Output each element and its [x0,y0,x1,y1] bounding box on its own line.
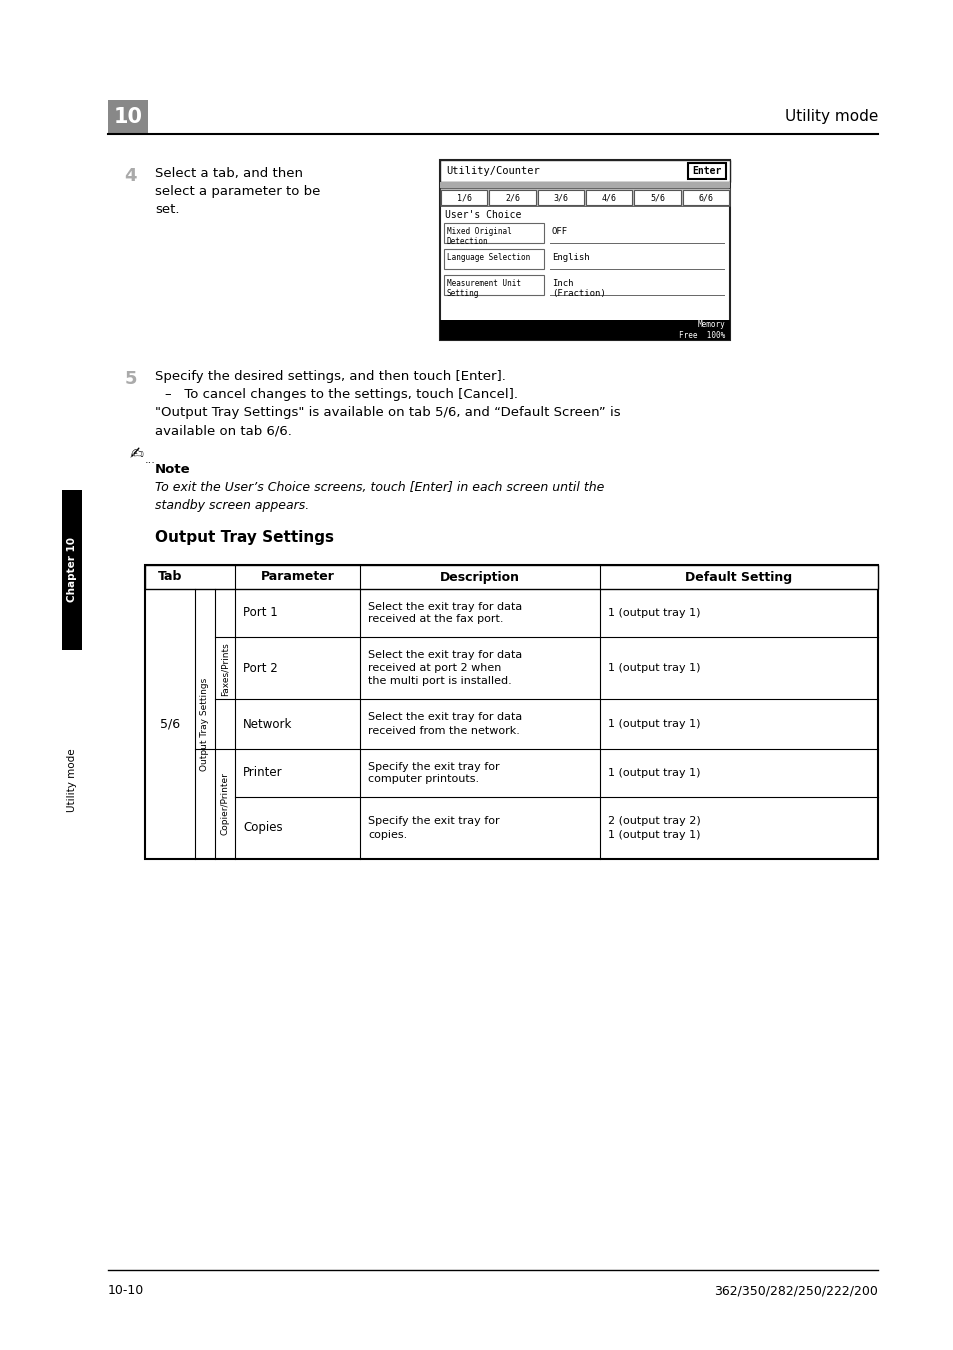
Text: 6/6: 6/6 [698,193,713,202]
Text: OFF: OFF [552,227,568,236]
Bar [439,182,729,188]
Text: (Fraction): (Fraction) [552,289,605,298]
Text: 2/6: 2/6 [504,193,519,202]
Text: Select a tab, and then: Select a tab, and then [154,167,303,180]
Text: Utility mode: Utility mode [783,109,877,124]
Text: 1 (output tray 1): 1 (output tray 1) [607,768,700,778]
Bar [440,190,487,205]
Text: Faxes/Prints: Faxes/Prints [220,643,230,695]
Text: 362/350/282/250/222/200: 362/350/282/250/222/200 [714,1284,877,1297]
Text: 1 (output tray 1): 1 (output tray 1) [607,663,700,674]
Text: Default Setting: Default Setting [684,571,792,583]
Text: Port 2: Port 2 [243,662,277,675]
Text: Description: Description [439,571,519,583]
Text: ...: ... [145,455,155,464]
Text: Select the exit tray for data: Select the exit tray for data [368,602,521,612]
Bar [585,190,632,205]
Text: User's Choice: User's Choice [444,211,521,220]
Text: the multi port is installed.: the multi port is installed. [368,676,511,686]
Text: Printer: Printer [243,767,282,779]
Bar [687,163,725,180]
Text: 2 (output tray 2): 2 (output tray 2) [607,817,700,826]
Bar [62,490,82,649]
Text: Setting: Setting [447,289,478,298]
Text: "Output Tray Settings" is available on tab 5/6, and “Default Screen” is: "Output Tray Settings" is available on t… [154,406,620,418]
Text: Specify the exit tray for: Specify the exit tray for [368,817,499,826]
Text: received at the fax port.: received at the fax port. [368,614,503,625]
Text: Specify the desired settings, and then touch [Enter].: Specify the desired settings, and then t… [154,370,505,383]
Text: 4/6: 4/6 [601,193,616,202]
Bar [537,190,583,205]
Text: computer printouts.: computer printouts. [368,775,478,784]
Text: 4: 4 [125,167,137,185]
Text: received at port 2 when: received at port 2 when [368,663,501,674]
Text: select a parameter to be: select a parameter to be [154,185,320,198]
Text: –   To cancel changes to the settings, touch [Cancel].: – To cancel changes to the settings, tou… [165,387,517,401]
Text: Specify the exit tray for: Specify the exit tray for [368,761,499,771]
Text: received from the network.: received from the network. [368,725,519,736]
Text: Select the exit tray for data: Select the exit tray for data [368,649,521,660]
Text: Chapter 10: Chapter 10 [67,537,77,602]
Text: 1 (output tray 1): 1 (output tray 1) [607,608,700,618]
Bar [439,188,729,207]
Text: Parameter: Parameter [260,571,335,583]
Bar [443,275,543,296]
Text: ✍: ✍ [130,446,144,463]
Text: Network: Network [243,717,292,730]
Text: Copier/Printer: Copier/Printer [220,772,230,836]
Text: 5/6: 5/6 [649,193,664,202]
Text: Tab: Tab [157,571,182,583]
Text: Select the exit tray for data: Select the exit tray for data [368,713,521,722]
Bar [634,190,679,205]
Text: Memory
Free  100%: Memory Free 100% [678,320,724,340]
Bar [489,190,535,205]
Bar [443,248,543,269]
Text: 5/6: 5/6 [160,717,180,730]
Text: 10: 10 [113,107,142,127]
Text: Language Selection: Language Selection [447,252,530,262]
Text: English: English [552,252,589,262]
Text: set.: set. [154,202,179,216]
Text: Port 1: Port 1 [243,606,277,620]
Bar [145,566,877,859]
Text: copies.: copies. [368,829,407,840]
Bar [682,190,728,205]
Text: Mixed Original: Mixed Original [447,227,511,236]
Text: 1 (output tray 1): 1 (output tray 1) [607,829,700,840]
Text: Measurement Unit: Measurement Unit [447,279,520,288]
Text: To exit the User’s Choice screens, touch [Enter] in each screen until the: To exit the User’s Choice screens, touch… [154,481,604,494]
Text: 3/6: 3/6 [553,193,568,202]
Text: 1 (output tray 1): 1 (output tray 1) [607,720,700,729]
Bar [439,161,729,340]
Text: Detection: Detection [447,238,488,246]
Text: available on tab 6/6.: available on tab 6/6. [154,424,292,437]
Text: 5: 5 [125,370,137,387]
Text: Utility mode: Utility mode [67,748,77,811]
Text: Inch: Inch [552,279,573,288]
Text: Copies: Copies [243,822,282,834]
Bar [439,161,729,182]
Bar [145,566,877,589]
Bar [439,320,729,340]
Text: 1/6: 1/6 [456,193,471,202]
Text: Enter: Enter [692,166,720,176]
Text: 10-10: 10-10 [108,1284,144,1297]
Bar [443,223,543,243]
Text: Output Tray Settings: Output Tray Settings [154,531,334,545]
Text: Output Tray Settings: Output Tray Settings [200,678,210,771]
Text: standby screen appears.: standby screen appears. [154,500,309,512]
Text: Note: Note [154,463,191,477]
Bar [108,100,148,134]
Text: Utility/Counter: Utility/Counter [446,166,539,176]
